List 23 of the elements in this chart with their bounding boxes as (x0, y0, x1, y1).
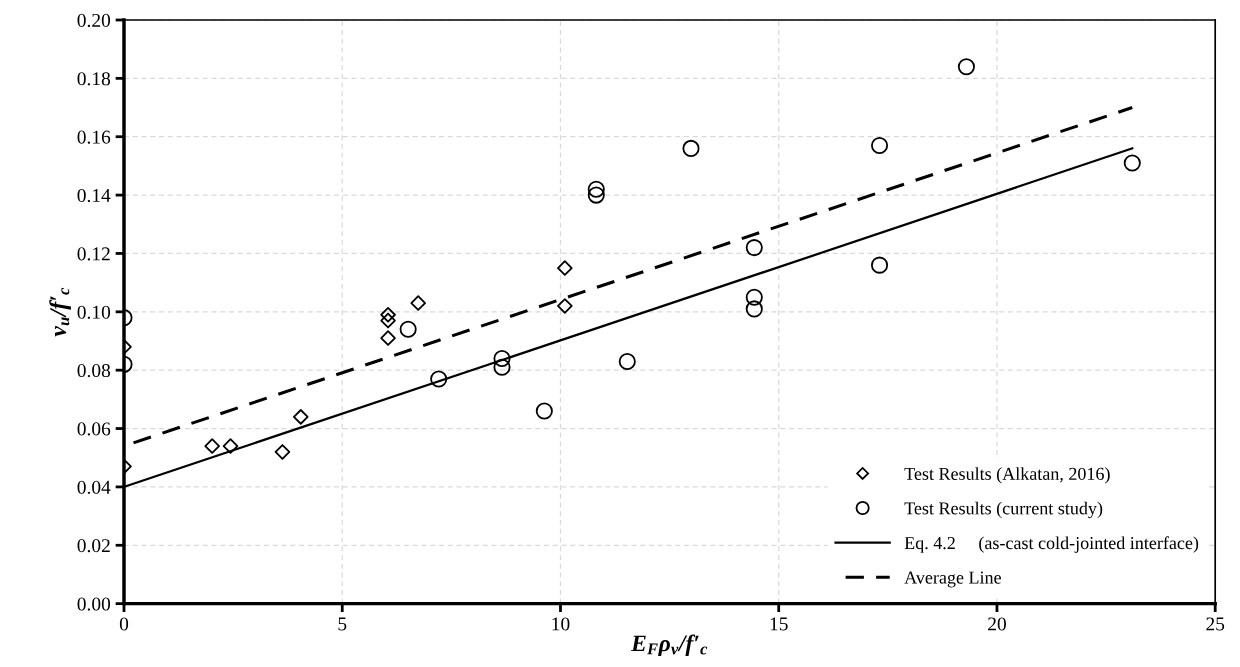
legend-label: Eq. 4.2 (as-cast cold-jointed interface) (904, 536, 1199, 553)
legend-label: Test Results (current study) (904, 501, 1103, 519)
y-tick-label: 0.00 (77, 597, 111, 611)
y-tick-label: 0.06 (77, 422, 111, 436)
y-tick-label: 0.18 (77, 72, 111, 86)
x-tick-label: 0 (119, 617, 129, 631)
x-tick-label: 15 (770, 617, 788, 631)
legend-label: Test Results (Alkatan, 2016) (904, 467, 1110, 484)
legend-label: Average Line (904, 571, 1001, 588)
y-tick-label: 0.10 (77, 305, 111, 319)
y-tick-label: 0.04 (77, 480, 111, 494)
y-tick-label: 0.12 (77, 247, 110, 261)
x-tick-label: 10 (552, 617, 570, 631)
x-axis-title: E$_{F}$ρ$_{v}$/f′$_{c}$ (630, 634, 708, 657)
y-tick-label: 0.20 (77, 13, 111, 28)
x-tick-label: 5 (338, 617, 347, 631)
y-axis-title: v$_{u}$/f′$_{c}$ (49, 287, 71, 337)
y-tick-label: 0.02 (77, 539, 110, 553)
y-tick-label: 0.08 (77, 364, 111, 378)
x-tick-label: 25 (1206, 617, 1225, 631)
y-tick-label: 0.14 (77, 188, 111, 203)
x-tick-label: 20 (988, 617, 1006, 631)
y-tick-label: 0.16 (77, 130, 111, 144)
